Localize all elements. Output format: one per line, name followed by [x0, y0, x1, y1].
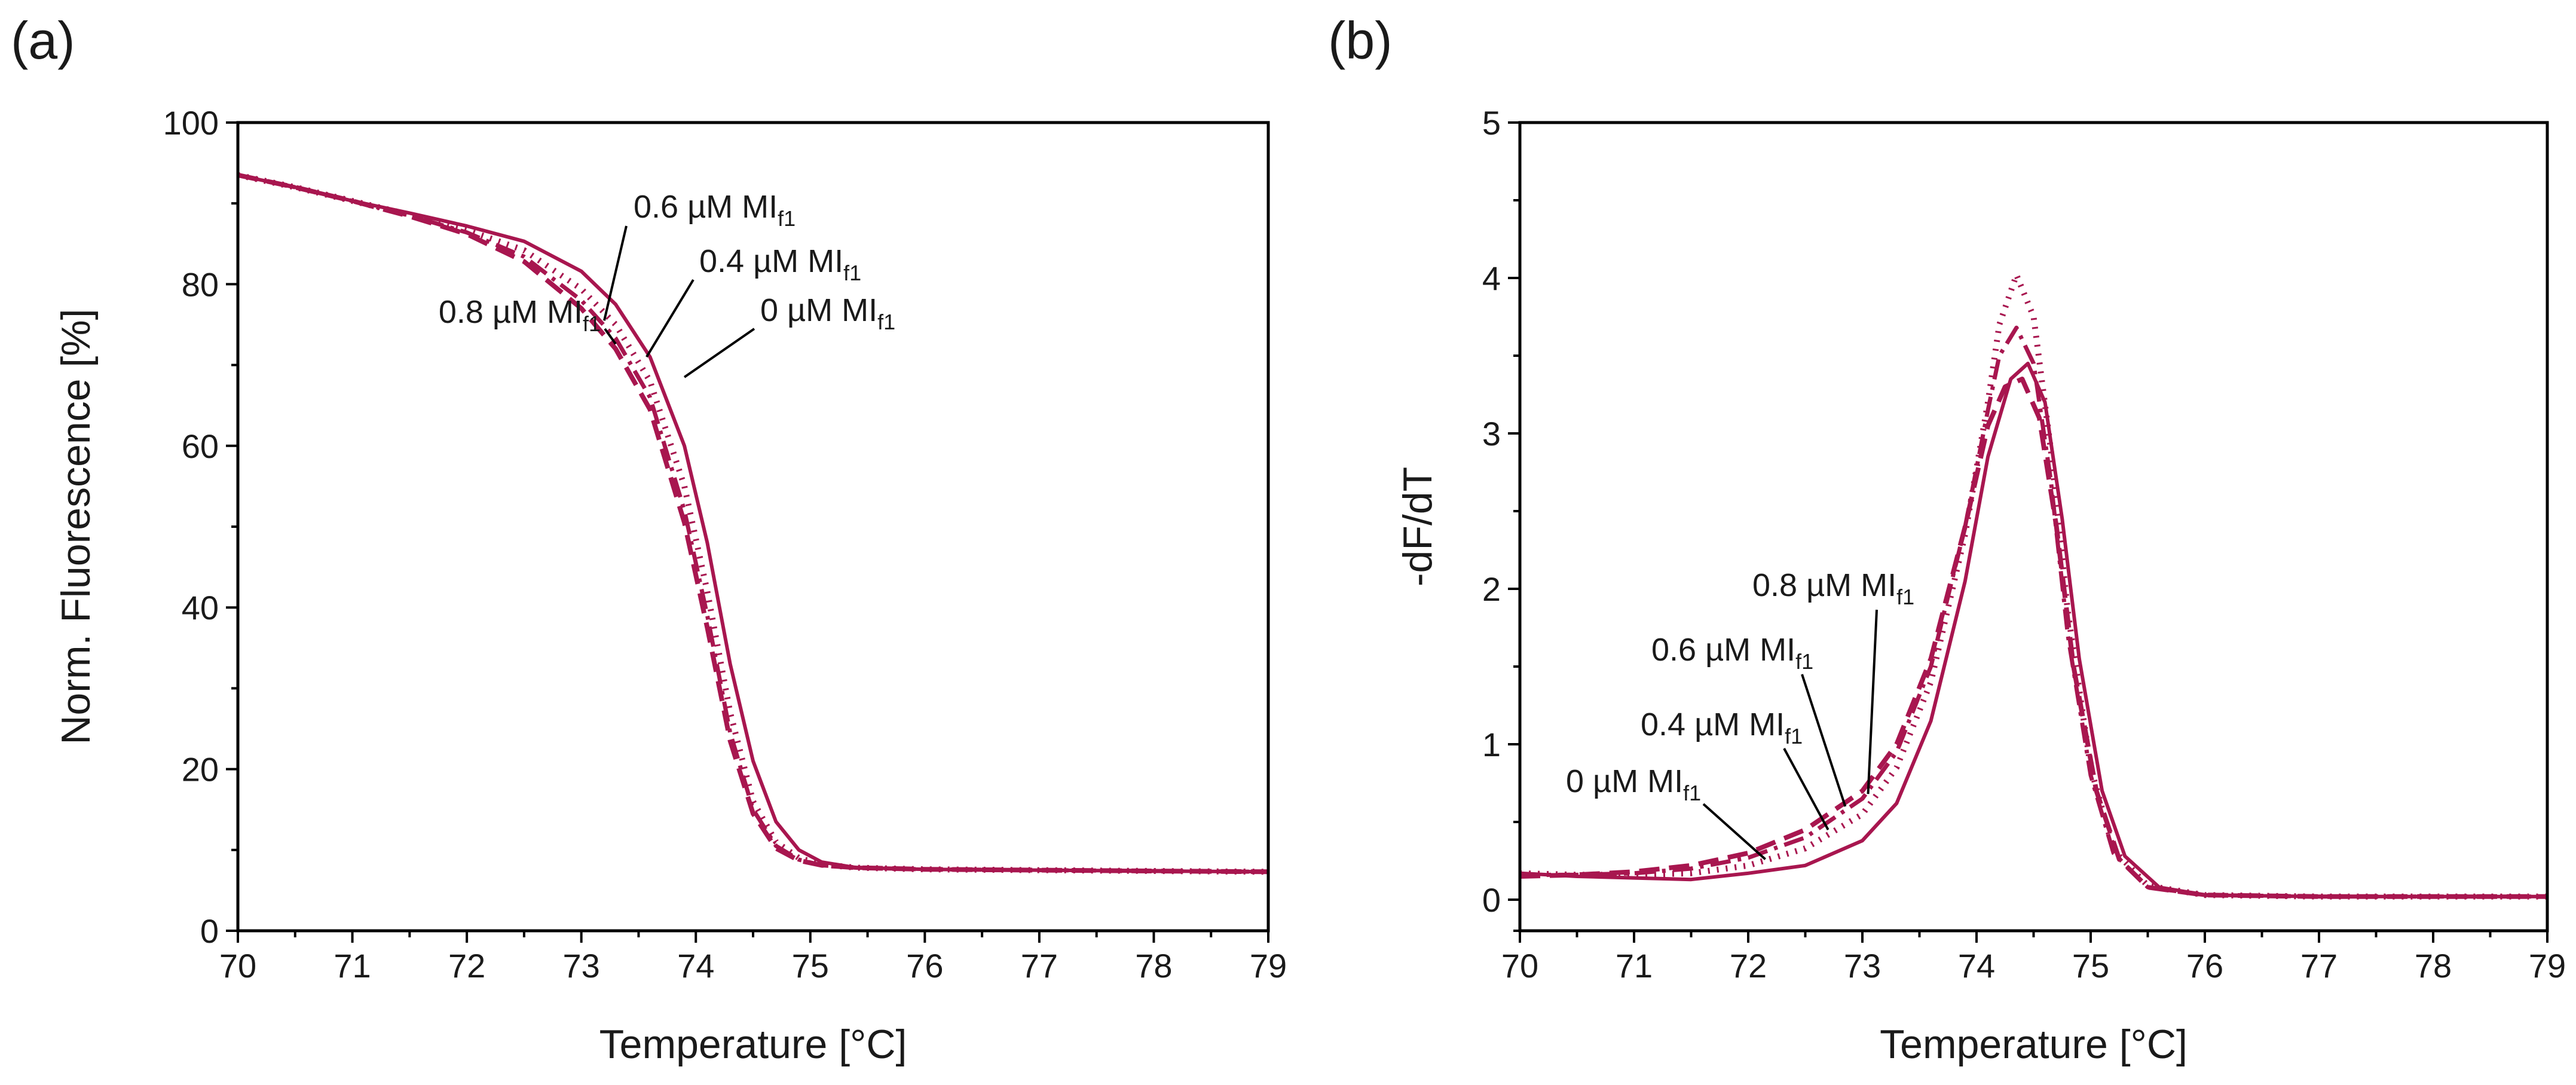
- series-line-dashed: [238, 172, 1268, 875]
- series-line-dotted: [1520, 271, 2547, 900]
- annotation: 0.4 µM MIf1: [645, 243, 861, 358]
- annotation-text: 0.8 µM MI: [1752, 567, 1896, 603]
- y-tick-label: 0: [200, 912, 219, 950]
- x-tick-label: 70: [219, 947, 256, 985]
- y-tick-label: 80: [182, 265, 219, 303]
- annotation: 0 µM MIf1: [683, 292, 895, 378]
- annotation-text: 0.8 µM MI: [439, 294, 583, 330]
- y-tick-label: 20: [182, 751, 219, 788]
- annotation-leader: [604, 328, 617, 345]
- panel-label: (a): [11, 11, 75, 70]
- x-tick-label: 77: [2300, 947, 2338, 985]
- annotation-subscript: f1: [877, 310, 895, 334]
- x-tick-label: 73: [1844, 947, 1881, 985]
- y-tick-label: 0: [1482, 881, 1501, 919]
- annotation-leader: [683, 328, 755, 378]
- x-tick-label: 78: [1135, 947, 1172, 985]
- y-tick-label: 2: [1482, 570, 1501, 608]
- annotation-subscript: f1: [843, 261, 861, 285]
- annotation: 0 µM MIf1: [1566, 763, 1766, 860]
- annotation-text: 0.4 µM MI: [699, 243, 843, 279]
- x-tick-label: 77: [1021, 947, 1058, 985]
- annotation-label: 0 µM MIf1: [760, 292, 895, 334]
- annotation-label: 0.4 µM MIf1: [699, 243, 861, 285]
- annotation-subscript: f1: [1896, 585, 1914, 609]
- y-tick-label: 100: [163, 104, 219, 142]
- x-tick-label: 75: [792, 947, 829, 985]
- annotation-subscript: f1: [1795, 649, 1813, 674]
- annotation: 0.6 µM MIf1: [603, 189, 796, 321]
- annotation-text: 0 µM MI: [760, 292, 877, 328]
- annotation-leader: [1801, 674, 1847, 807]
- annotation-leader: [1702, 803, 1766, 860]
- x-axis-title: Temperature [°C]: [599, 1022, 907, 1067]
- annotation-label: 0.4 µM MIf1: [1641, 707, 1803, 748]
- x-tick-label: 72: [1730, 947, 1767, 985]
- x-tick-label: 71: [1616, 947, 1653, 985]
- annotation-leader: [645, 279, 695, 358]
- annotation-leader: [1783, 748, 1829, 830]
- y-tick-label: 60: [182, 427, 219, 465]
- x-tick-label: 70: [1501, 947, 1538, 985]
- x-tick-label: 76: [2186, 947, 2223, 985]
- y-tick-label: 5: [1482, 104, 1501, 142]
- annotation-subscript: f1: [1683, 781, 1701, 805]
- x-axis-title: Temperature [°C]: [1880, 1022, 2188, 1067]
- x-tick-label: 73: [563, 947, 600, 985]
- y-tick-label: 40: [182, 589, 219, 626]
- annotation-text: 0 µM MI: [1566, 763, 1683, 799]
- chart-panel-b: (b) 70 71 72 73 74 75 76 77 78 79 0 1 2 3 4 5 Temperature…: [1328, 11, 2566, 1067]
- y-tick-label: 4: [1482, 259, 1501, 297]
- annotation-text: 0.6 µM MI: [1651, 632, 1795, 668]
- series-line-dashdot: [1520, 325, 2547, 899]
- panel-label: (b): [1328, 11, 1393, 70]
- annotation-text: 0.4 µM MI: [1641, 707, 1785, 742]
- y-tick-label: 1: [1482, 726, 1501, 763]
- series-line-dashdot: [238, 173, 1268, 874]
- series-line-dotted: [238, 172, 1268, 875]
- series-line-solid: [238, 173, 1268, 874]
- y-axis-title: -dF/dT: [1395, 467, 1440, 586]
- annotation: 0.6 µM MIf1: [1651, 632, 1847, 807]
- annotation-label: 0 µM MIf1: [1566, 763, 1701, 805]
- plot-frame: [1518, 121, 2549, 933]
- annotation: 0.8 µM MIf1: [1752, 567, 1914, 794]
- annotation-subscript: f1: [583, 311, 601, 336]
- x-tick-label: 74: [1958, 947, 1995, 985]
- x-tick-label: 75: [2072, 947, 2109, 985]
- annotation-leader: [1867, 609, 1878, 794]
- x-tick-label: 71: [334, 947, 371, 985]
- annotation-leader: [603, 225, 628, 321]
- x-tick-label: 74: [677, 947, 714, 985]
- annotation-label: 0.8 µM MIf1: [439, 294, 601, 336]
- series-group: [1520, 271, 2547, 900]
- x-tick-label: 76: [906, 947, 943, 985]
- annotation-label: 0.6 µM MIf1: [634, 189, 796, 231]
- y-tick-label: 3: [1482, 415, 1501, 453]
- x-tick-label: 79: [1250, 947, 1287, 985]
- annotation-text: 0.6 µM MI: [634, 189, 778, 225]
- annotation-subscript: f1: [778, 206, 796, 231]
- x-tick-label: 72: [448, 947, 485, 985]
- annotation: 0.8 µM MIf1: [439, 294, 617, 345]
- chart-panel-a: (a) 70 71 72 73 74 75 76 77 78 79 0 20 40 60 80 100 Tempe…: [11, 11, 1287, 1067]
- x-tick-label: 78: [2415, 947, 2452, 985]
- series-line-dashed: [1520, 377, 2547, 899]
- x-tick-label: 79: [2529, 947, 2566, 985]
- annotation-label: 0.8 µM MIf1: [1752, 567, 1914, 609]
- series-group: [238, 172, 1268, 875]
- annotation-subscript: f1: [1785, 724, 1803, 748]
- y-axis-title: Norm. Fluorescence [%]: [53, 308, 99, 744]
- annotation-label: 0.6 µM MIf1: [1651, 632, 1813, 674]
- annotation: 0.4 µM MIf1: [1641, 707, 1829, 830]
- series-line-solid: [1520, 362, 2547, 898]
